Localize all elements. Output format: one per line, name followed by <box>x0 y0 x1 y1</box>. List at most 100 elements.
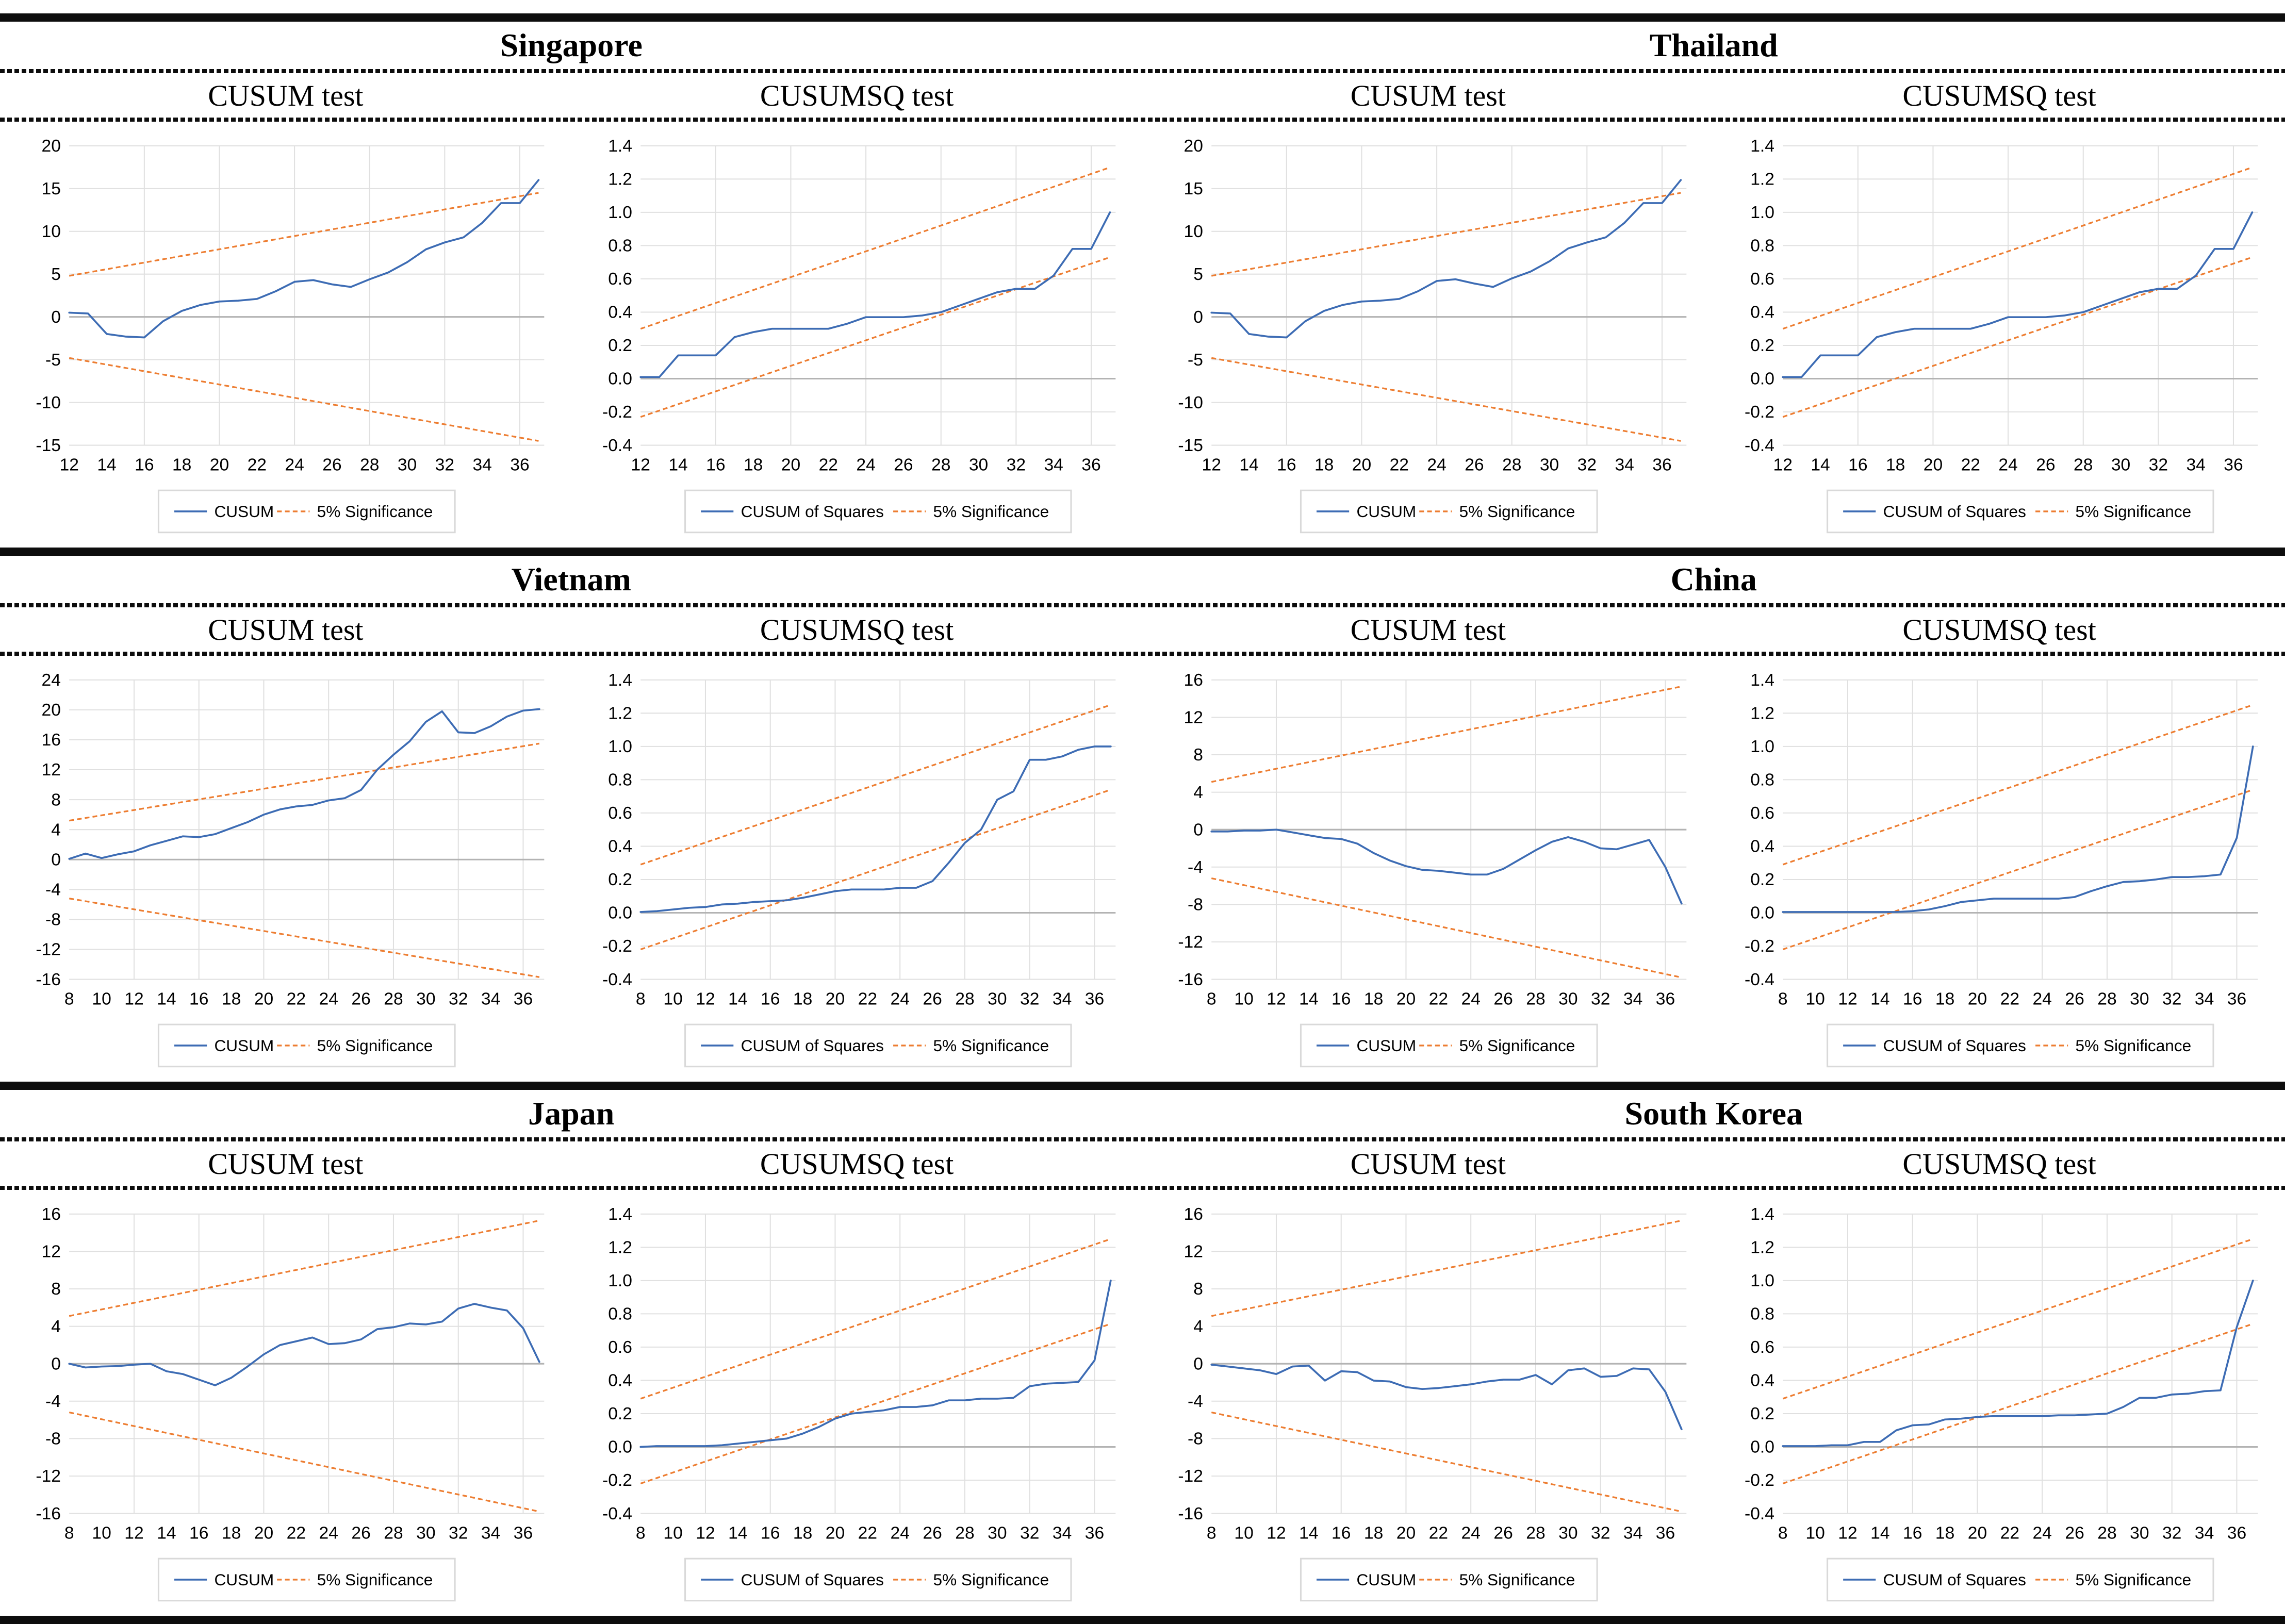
svg-text:CUSUM of Squares: CUSUM of Squares <box>1883 1036 2026 1055</box>
svg-text:14: 14 <box>728 989 747 1008</box>
svg-text:28: 28 <box>2074 455 2093 474</box>
svg-text:0.4: 0.4 <box>608 303 632 322</box>
svg-text:-8: -8 <box>1188 1430 1203 1449</box>
svg-text:0: 0 <box>51 308 61 327</box>
svg-text:32: 32 <box>435 455 454 474</box>
svg-text:CUSUM: CUSUM <box>1357 1570 1417 1589</box>
svg-text:26: 26 <box>1494 1523 1513 1543</box>
svg-text:22: 22 <box>2000 1523 2019 1543</box>
svg-text:30: 30 <box>416 1523 435 1543</box>
svg-text:-10: -10 <box>1178 393 1204 412</box>
svg-text:36: 36 <box>1084 1523 1104 1543</box>
svg-text:18: 18 <box>793 989 812 1008</box>
svg-text:28: 28 <box>955 989 974 1008</box>
svg-text:16: 16 <box>135 455 154 474</box>
svg-text:26: 26 <box>322 455 341 474</box>
svg-text:1.0: 1.0 <box>1750 1271 1774 1290</box>
svg-text:36: 36 <box>1656 1523 1675 1543</box>
svg-text:8: 8 <box>1207 989 1217 1008</box>
svg-text:14: 14 <box>1240 455 1259 474</box>
svg-text:CUSUM: CUSUM <box>1357 502 1417 521</box>
svg-text:32: 32 <box>449 989 468 1008</box>
svg-text:10: 10 <box>41 222 60 241</box>
svg-text:-0.2: -0.2 <box>602 937 632 956</box>
svg-text:15: 15 <box>41 179 60 198</box>
svg-text:32: 32 <box>1577 455 1597 474</box>
svg-text:0.4: 0.4 <box>1750 303 1774 322</box>
svg-text:30: 30 <box>416 989 435 1008</box>
svg-text:14: 14 <box>157 989 176 1008</box>
svg-text:16: 16 <box>1184 671 1203 690</box>
svg-text:26: 26 <box>894 455 913 474</box>
svg-text:12: 12 <box>1267 1523 1286 1543</box>
svg-text:22: 22 <box>1390 455 1409 474</box>
svg-text:0: 0 <box>1194 308 1204 327</box>
svg-text:10: 10 <box>663 989 682 1008</box>
svg-text:5% Significance: 5% Significance <box>1459 502 1575 521</box>
svg-text:26: 26 <box>1494 989 1513 1008</box>
svg-text:24: 24 <box>2033 1523 2052 1543</box>
svg-text:22: 22 <box>1429 989 1448 1008</box>
test-title: CUSUM test <box>0 612 571 647</box>
svg-text:CUSUM of Squares: CUSUM of Squares <box>741 502 883 521</box>
svg-text:34: 34 <box>1615 455 1634 474</box>
svg-text:0.4: 0.4 <box>1750 837 1774 856</box>
svg-text:10: 10 <box>92 989 111 1008</box>
svg-text:20: 20 <box>825 989 844 1008</box>
svg-text:-4: -4 <box>45 881 61 900</box>
svg-text:36: 36 <box>1653 455 1672 474</box>
svg-text:5% Significance: 5% Significance <box>2076 1036 2192 1055</box>
svg-text:-12: -12 <box>1178 1467 1204 1486</box>
svg-text:30: 30 <box>1540 455 1559 474</box>
svg-text:24: 24 <box>41 671 60 690</box>
svg-text:36: 36 <box>510 455 529 474</box>
svg-text:-15: -15 <box>36 436 61 455</box>
svg-text:CUSUM of Squares: CUSUM of Squares <box>1883 1570 2026 1589</box>
svg-text:18: 18 <box>1364 1523 1383 1543</box>
svg-text:24: 24 <box>1999 455 2018 474</box>
svg-text:0.2: 0.2 <box>608 870 632 889</box>
svg-text:-4: -4 <box>1188 858 1203 877</box>
svg-text:0.4: 0.4 <box>1750 1371 1774 1390</box>
svg-text:0.0: 0.0 <box>1750 1438 1774 1457</box>
svg-text:0.4: 0.4 <box>608 1371 632 1390</box>
svg-text:-12: -12 <box>36 940 61 959</box>
svg-text:-12: -12 <box>36 1467 61 1486</box>
svg-text:1.4: 1.4 <box>608 137 632 156</box>
svg-text:12: 12 <box>41 1242 60 1262</box>
svg-text:1.2: 1.2 <box>608 170 632 189</box>
svg-text:32: 32 <box>2149 455 2168 474</box>
svg-text:12: 12 <box>1267 989 1286 1008</box>
svg-text:32: 32 <box>449 1523 468 1543</box>
svg-text:34: 34 <box>1623 989 1642 1008</box>
svg-text:22: 22 <box>858 989 877 1008</box>
svg-text:28: 28 <box>384 989 403 1008</box>
svg-text:16: 16 <box>761 989 780 1008</box>
svg-text:1.0: 1.0 <box>1750 203 1774 222</box>
svg-text:34: 34 <box>1052 1523 1071 1543</box>
svg-text:CUSUM of Squares: CUSUM of Squares <box>741 1570 883 1589</box>
svg-text:0.8: 0.8 <box>608 1305 632 1324</box>
svg-text:5% Significance: 5% Significance <box>2076 1570 2192 1589</box>
svg-text:5% Significance: 5% Significance <box>317 502 433 521</box>
svg-text:8: 8 <box>1194 1280 1204 1299</box>
svg-text:1.2: 1.2 <box>1750 1238 1774 1257</box>
svg-text:1.2: 1.2 <box>1750 704 1774 723</box>
svg-text:1.0: 1.0 <box>1750 737 1774 756</box>
svg-text:-8: -8 <box>1188 896 1203 915</box>
svg-text:1.4: 1.4 <box>608 1205 632 1224</box>
svg-text:26: 26 <box>2036 455 2055 474</box>
dashed-rule <box>0 603 2285 607</box>
svg-text:32: 32 <box>1006 455 1025 474</box>
svg-text:26: 26 <box>2065 1523 2084 1543</box>
country-title-japan: Japan <box>0 1095 1143 1133</box>
svg-text:16: 16 <box>1848 455 1867 474</box>
svg-text:1.4: 1.4 <box>1750 1205 1774 1224</box>
svg-text:1.4: 1.4 <box>1750 671 1774 690</box>
